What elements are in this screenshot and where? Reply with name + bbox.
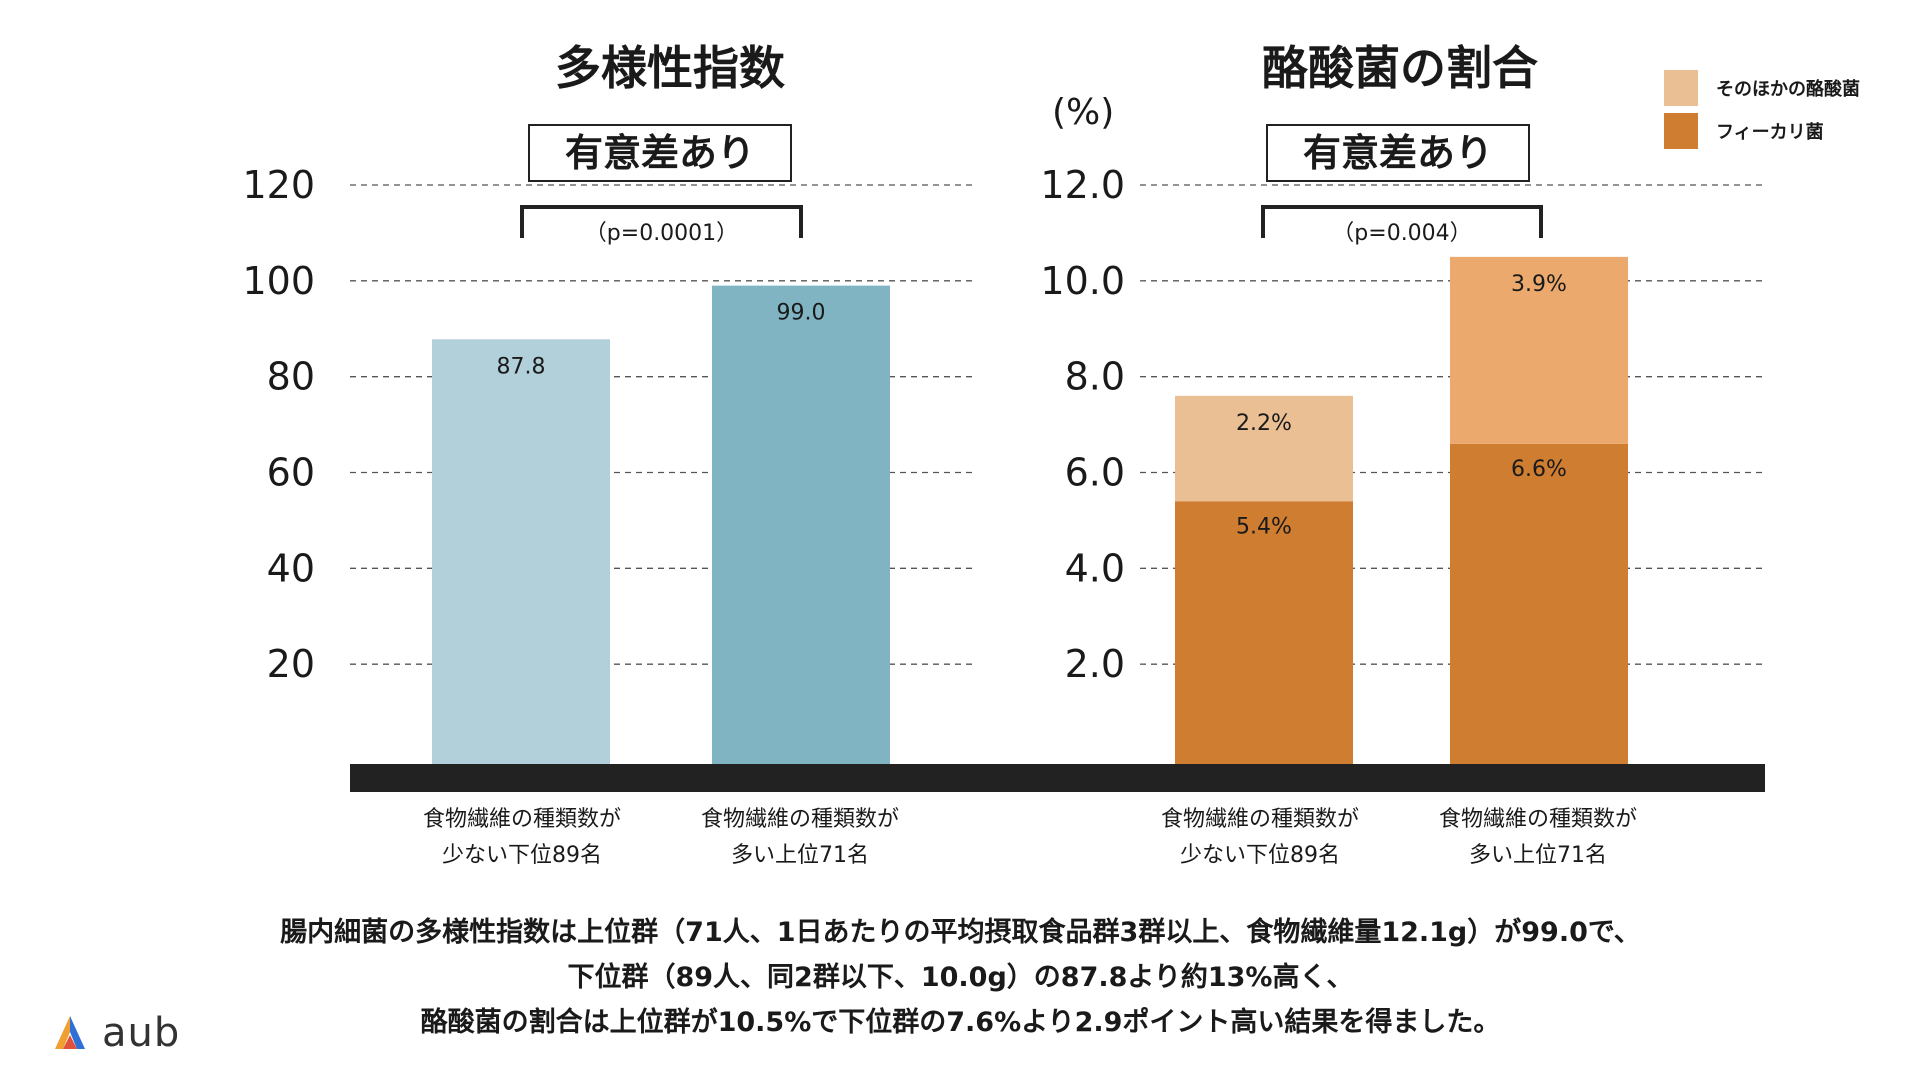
- legend: そのほかの酪酸菌 フィーカリ菌: [1664, 68, 1860, 154]
- summary-line-2: 下位群（89人、同2群以下、10.0g）の87.8より約13%高く、: [567, 962, 1354, 993]
- chart2-xlabel-1-line2: 多い上位71名: [1469, 843, 1607, 868]
- chart2-tick-label-0: 2.0: [1065, 642, 1125, 686]
- chart1-xlabel-0-line1: 食物繊維の種類数が: [422, 807, 621, 832]
- aub-logo-icon: [55, 1016, 85, 1049]
- chart1-significance-box: 有意差あり: [528, 124, 792, 182]
- chart2-title: 酪酸菌の割合: [1262, 41, 1538, 95]
- legend-label-faecali: フィーカリ菌: [1716, 122, 1824, 143]
- summary-line-1: 腸内細菌の多様性指数は上位群（71人、1日あたりの平均摂取食品群3群以上、食物繊…: [280, 917, 1641, 948]
- legend-swatch-faecali: [1664, 113, 1698, 149]
- chart1-bar-0: [432, 339, 610, 764]
- chart2-significance-bracket: [1261, 205, 1543, 238]
- logo-text: aub: [102, 1010, 181, 1056]
- chart2-xlabel-0-line1: 食物繊維の種類数が: [1160, 807, 1359, 832]
- chart1-bar-label-0: 87.8: [497, 354, 546, 379]
- legend-swatch-other: [1664, 70, 1698, 106]
- chart1-tick-label-2: 60: [267, 451, 315, 495]
- chart2-pvalue: （p=0.004）: [1332, 221, 1471, 246]
- chart1-bar-label-1: 99.0: [777, 301, 826, 326]
- chart1-xlabel-0-line2: 少ない下位89名: [442, 843, 602, 868]
- chart1-pvalue: （p=0.0001）: [585, 221, 738, 246]
- chart2-unit: (%): [1052, 92, 1115, 133]
- chart2-tick-label-3: 8.0: [1065, 355, 1125, 399]
- x-axis-baseline: [350, 764, 1765, 792]
- chart1-tick-label-0: 20: [267, 642, 315, 686]
- chart2-tick-label-2: 6.0: [1065, 451, 1125, 495]
- legend-item-faecali: フィーカリ菌: [1664, 111, 1860, 151]
- chart2-xlabel-0: 食物繊維の種類数が 少ない下位89名: [1130, 802, 1390, 874]
- chart2-bar-label-other-1: 3.9%: [1511, 272, 1567, 297]
- chart2-bar-other-0: [1175, 395, 1353, 502]
- summary-line-3: 酪酸菌の割合は上位群が10.5%で下位群の7.6%より2.9ポイント高い結果を得…: [420, 1007, 1501, 1038]
- chart2-bar-faecali-0: [1175, 501, 1353, 764]
- chart1-significance-bracket: [520, 205, 803, 238]
- chart2-xlabel-0-line2: 少ない下位89名: [1180, 843, 1340, 868]
- summary-text: 腸内細菌の多様性指数は上位群（71人、1日あたりの平均摂取食品群3群以上、食物繊…: [0, 910, 1921, 1045]
- chart2-tick-label-1: 4.0: [1065, 546, 1125, 590]
- chart2-significance-box: 有意差あり: [1266, 124, 1530, 182]
- chart1-bar-1: [712, 285, 890, 764]
- chart2-bar-label-other-0: 2.2%: [1236, 411, 1292, 436]
- chart1-xlabel-1-line2: 多い上位71名: [731, 843, 869, 868]
- chart1-tick-label-4: 100: [242, 259, 315, 303]
- chart2-bar-other-1: [1450, 256, 1628, 444]
- chart1-xlabel-1: 食物繊維の種類数が 多い上位71名: [670, 802, 930, 874]
- chart2-tick-label-5: 12.0: [1040, 163, 1125, 207]
- chart2-bar-label-faecali-0: 5.4%: [1236, 514, 1292, 539]
- chart2-bar-label-faecali-1: 6.6%: [1511, 457, 1567, 482]
- chart1-title: 多様性指数: [555, 41, 785, 95]
- chart2-tick-label-4: 10.0: [1040, 259, 1125, 303]
- chart1-xlabel-1-line1: 食物繊維の種類数が: [700, 807, 899, 832]
- chart2-xlabel-1: 食物繊維の種類数が 多い上位71名: [1408, 802, 1668, 874]
- chart1-tick-label-1: 40: [267, 546, 315, 590]
- chart1-xlabel-0: 食物繊維の種類数が 少ない下位89名: [392, 802, 652, 874]
- chart1-tick-label-5: 120: [242, 163, 315, 207]
- legend-label-other: そのほかの酪酸菌: [1716, 79, 1860, 100]
- chart1-tick-label-3: 80: [267, 355, 315, 399]
- legend-item-other: そのほかの酪酸菌: [1664, 68, 1860, 108]
- chart2-bar-faecali-1: [1450, 443, 1628, 764]
- chart2-xlabel-1-line1: 食物繊維の種類数が: [1438, 807, 1637, 832]
- logo: aub: [50, 1010, 180, 1056]
